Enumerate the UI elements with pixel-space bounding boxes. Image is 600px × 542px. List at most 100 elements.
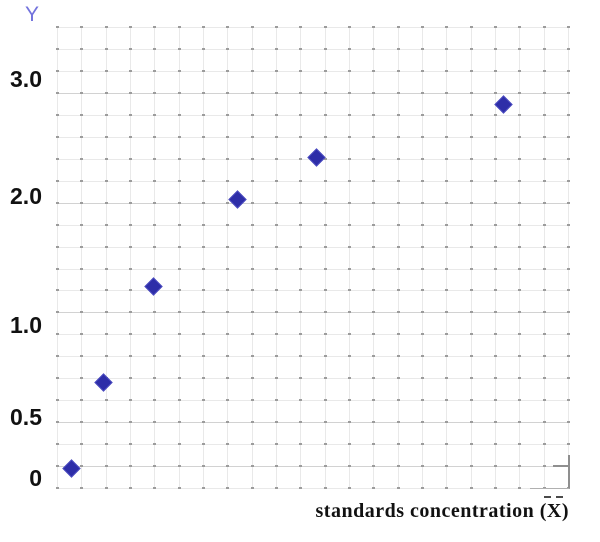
grid-line-horizontal [57,49,568,50]
grid-dot [129,135,132,138]
grid-dot [396,311,400,314]
grid-dot [275,465,278,467]
grid-dot [348,465,351,467]
grid-dot [202,91,205,94]
grid-dot [299,135,303,138]
grid-line-vertical [178,27,180,488]
grid-dot [56,69,59,72]
grid-dot [542,355,546,358]
grid-dot [469,245,473,248]
grid-dot [445,135,449,138]
grid-dot [348,443,351,446]
grid-dot [226,179,230,182]
data-point-diamond [306,148,326,168]
grid-dot [421,48,424,50]
grid-dot [104,157,108,160]
grid-dot [104,355,108,358]
grid-dot [518,267,522,270]
grid-line-vertical [154,27,156,488]
grid-dot [445,201,449,204]
grid-dot [153,179,157,182]
grid-dot [421,113,424,116]
y-tick-label: 0.5 [10,404,42,430]
grid-dot [80,201,84,204]
grid-dot [250,355,254,358]
grid-dot [177,465,181,467]
grid-line-horizontal [57,180,568,182]
grid-dot [323,399,327,402]
grid-dot [494,135,497,138]
grid-dot [153,443,157,446]
grid-dot [396,179,400,182]
grid-dot [396,443,400,446]
grid-dot [542,157,546,160]
grid-dot [202,113,205,116]
grid-dot [275,91,278,94]
grid-dot [226,443,230,446]
grid-dot [56,201,59,204]
grid-dot [56,311,59,314]
grid-line-vertical [203,27,204,488]
grid-dot [129,465,132,467]
grid-dot [494,421,497,424]
grid-dot [348,201,351,204]
grid-dot [542,113,546,116]
grid-dot [445,443,449,446]
grid-dot [104,311,108,314]
grid-dot [396,113,400,116]
grid-dot [518,289,522,292]
grid-dot [348,179,351,182]
grid-dot [202,267,205,270]
grid-dot [323,311,327,314]
grid-line-vertical [130,27,131,488]
grid-dot [494,487,497,489]
grid-dot [177,289,181,292]
grid-dot [396,465,400,467]
grid-dot [275,377,278,380]
grid-dot [469,399,473,402]
grid-dot [518,355,522,358]
grid-dot [56,465,59,467]
grid-dot [129,289,132,292]
grid-dot [250,113,254,116]
grid-dot [518,48,522,50]
y-axis-title: Y [25,3,40,26]
grid-dot [80,69,84,72]
grid-dot [494,26,497,28]
grid-line-horizontal [57,290,568,292]
grid-dot [421,135,424,138]
grid-dot [153,355,157,358]
grid-dot [56,179,59,182]
grid-dot [250,311,254,314]
grid-dot [153,135,157,138]
grid-dot [275,113,278,116]
grid-dot [445,311,449,314]
y-tick-label: 2.0 [10,183,42,210]
grid-dot [275,223,278,226]
grid-dot [494,399,497,402]
grid-dot [372,223,376,226]
grid-dot [372,26,376,28]
grid-dot [494,355,497,358]
grid-dot [518,223,522,226]
grid-dot [250,443,254,446]
grid-dot [542,48,546,50]
grid-dot [56,113,59,116]
grid-dot [421,26,424,28]
grid-dot [567,157,570,160]
grid-dot [445,245,449,248]
grid-dot [250,201,254,204]
grid-dot [275,333,278,336]
grid-dot [226,399,230,402]
grid-dot [129,355,132,358]
grid-dot [372,333,376,336]
grid-dot [104,223,108,226]
grid-dot [80,487,84,489]
grid-dot [372,443,376,446]
grid-dot [518,465,522,467]
grid-dot [396,333,400,336]
grid-dot [567,267,570,270]
grid-dot [348,487,351,489]
grid-dot [226,311,230,314]
grid-dot [396,355,400,358]
